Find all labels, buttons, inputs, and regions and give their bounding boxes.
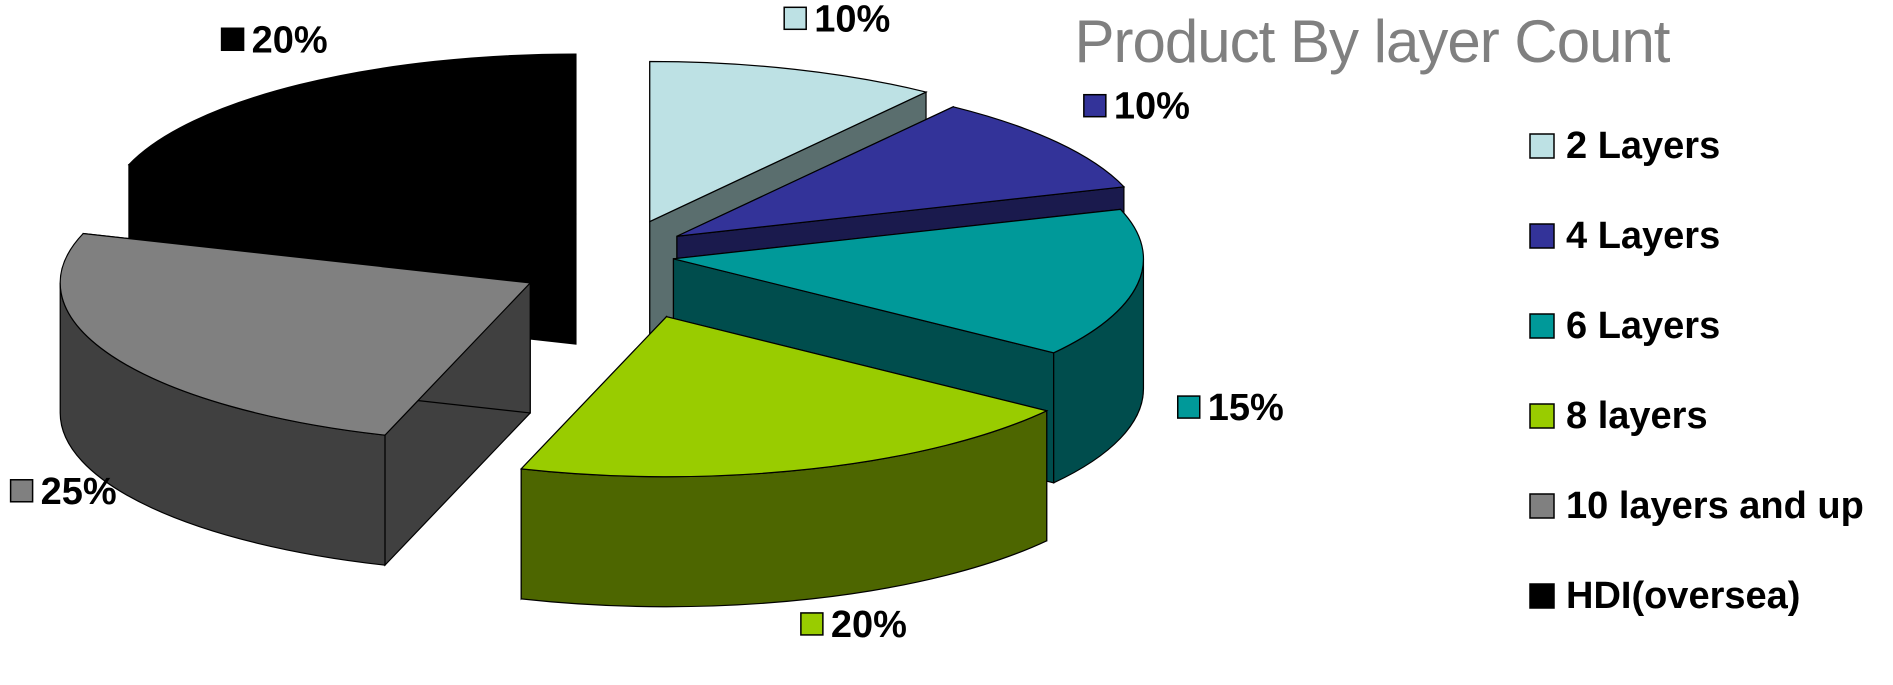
data-label-2-layers: 10% (814, 0, 890, 40)
chart-title: Product By layer Count (1075, 8, 1671, 75)
data-label-hdi-oversea: 20% (252, 19, 328, 61)
slice-8-layers (519, 315, 1049, 608)
legend-label-6-layers: 6 Layers (1566, 305, 1720, 347)
legend-label-2-layers: 2 Layers (1566, 125, 1720, 167)
slice-top-2-layers (649, 60, 928, 223)
legend-swatch-8-layers (1529, 403, 1555, 429)
data-label-6-layers: 15% (1208, 387, 1284, 429)
slice-10-layers-and-up (59, 232, 532, 567)
legend-swatch-2-layers (1529, 133, 1555, 159)
data-label-marker-4-layers (1083, 93, 1107, 118)
data-label-4-layers: 10% (1114, 86, 1190, 128)
data-label-marker-hdi-oversea (220, 27, 245, 52)
legend-label-hdi-oversea: HDI(oversea) (1566, 575, 1800, 617)
data-label-marker-10-layers-and-up (9, 479, 34, 503)
slice-top-6-layers (673, 208, 1145, 354)
legend-swatch-10-layers-and-up (1529, 493, 1555, 519)
slice-top-10-layers-and-up (59, 232, 532, 436)
data-label-8-layers: 20% (831, 604, 907, 646)
data-labels: 10% 10% 15% 20% 25% 20% (9, 0, 1284, 646)
slice-top-hdi-oversea (127, 53, 577, 215)
slice-top-4-layers (676, 106, 1126, 237)
pie-slices (59, 53, 1145, 608)
legend-label-8-layers: 8 layers (1566, 395, 1708, 437)
slice-top-8-layers (519, 316, 1049, 478)
legend-swatch-hdi-oversea (1529, 583, 1555, 609)
data-label-marker-6-layers (1176, 395, 1201, 419)
data-label-marker-2-layers (783, 6, 807, 31)
legend-label-4-layers: 4 Layers (1566, 215, 1720, 257)
data-label-marker-8-layers (800, 612, 824, 636)
data-label-10-layers-and-up: 25% (41, 471, 117, 513)
legend-swatch-6-layers (1529, 313, 1555, 339)
legend: 2 Layers 4 Layers 6 Layers 8 layers 10 layer… (1529, 125, 1864, 617)
legend-swatch-4-layers (1529, 223, 1555, 249)
legend-label-10-layers-and-up: 10 layers and up (1566, 485, 1864, 527)
